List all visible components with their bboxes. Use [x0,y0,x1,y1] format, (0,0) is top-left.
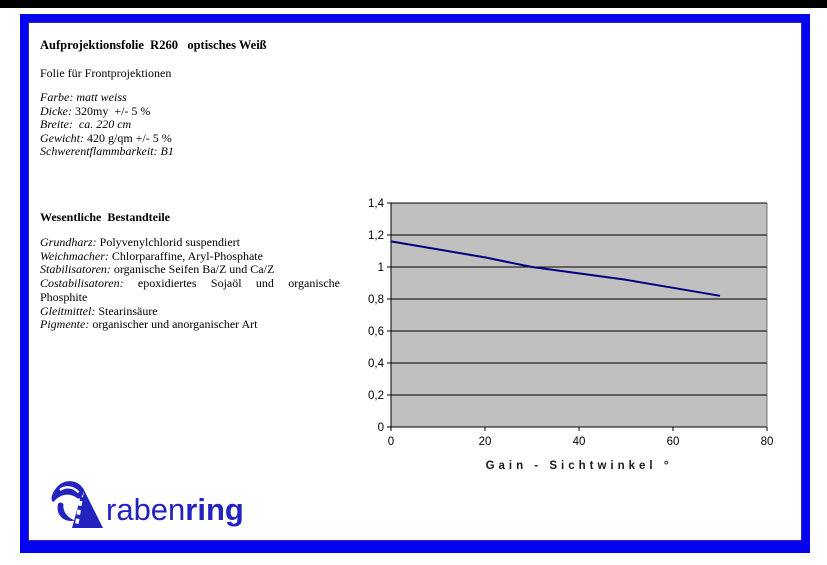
component-value: organischer und anorganischer Art [92,317,258,332]
svg-text:80: 80 [761,436,774,448]
svg-text:60: 60 [667,436,680,448]
svg-text:0: 0 [388,436,394,448]
svg-text:0,4: 0,4 [368,358,385,370]
spec-line: Schwerentflammbarkeit: B1 [40,144,174,159]
component-value: epoxidiertes Sojaöl und organische Phosp… [40,276,341,304]
spec-list: Farbe: matt weiss Dicke: 320my +/- 5 % B… [40,90,174,159]
component-value: Chlorparaffine, Aryl-Phosphate [111,248,263,263]
svg-text:1: 1 [378,262,384,274]
component-label: Costabilisatoren: [40,276,124,291]
svg-text:1,2: 1,2 [368,230,384,242]
component-line: Grundharz: Polyvenylchlorid suspendiert [40,235,340,250]
svg-text:20: 20 [479,436,492,448]
component-line: Pigmente: organischer und anorganischer … [40,317,340,332]
component-label: Grundharz: [40,235,97,249]
component-value: Stearinsäure [98,303,158,318]
product-subtitle: Folie für Frontprojektionen [40,66,172,80]
component-label: Gleitmittel: [40,303,96,318]
spec-line: Farbe: matt weiss [40,90,174,105]
spec-value: B1 [160,144,174,158]
component-value: organische Seifen Ba/Z und Ca/Z [113,262,275,277]
spec-value: ca. 220 cm [75,117,132,131]
svg-text:0: 0 [378,422,384,434]
svg-text:0,8: 0,8 [368,294,384,306]
component-label: Stabilisatoren: [40,262,111,277]
components-list: Grundharz: Polyvenylchlorid suspendiert … [40,235,341,332]
component-line: Gleitmittel: Stearinsäure [40,303,340,319]
svg-text:0,6: 0,6 [368,326,384,338]
rabenring-logo: rabenring [51,481,244,528]
spec-label: Dicke: [40,103,72,118]
svg-text:Gain - Sichtwinkel °: Gain - Sichtwinkel ° [486,460,673,472]
spec-line: Dicke: 320my +/- 5 % [40,103,174,119]
spec-label: Gewicht: [40,130,84,145]
component-label: Weichmacher: [40,248,109,263]
product-title: Aufprojektionsfolie R260 optisches Weiß [40,38,267,52]
spec-line: Breite: ca. 220 cm [40,117,174,132]
svg-text:40: 40 [573,436,586,448]
spec-value: 420 g/qm +/- 5 % [87,130,172,145]
spec-label: Breite: [40,117,73,131]
component-value: Polyvenylchlorid suspendiert [99,235,240,249]
spec-line: Gewicht: 420 g/qm +/- 5 % [40,130,174,146]
spec-value: 320my +/- 5 % [74,103,151,118]
raven-icon [51,481,103,528]
gain-chart: 0 0,2 0,4 0,6 0,8 1 1,2 1,4 0 20 40 60 80 Gain - Sich… [368,198,774,472]
component-label: Pigmente: [40,317,90,332]
svg-text:0,2: 0,2 [368,390,384,402]
component-line: Stabilisatoren: organische Seifen Ba/Z u… [40,263,340,277]
svg-text:1,4: 1,4 [368,198,385,210]
spec-value: matt weiss [76,90,127,104]
component-line: Costabilisatoren: epoxidiertes Sojaöl un… [40,276,341,304]
spec-label: Farbe: [40,90,74,104]
spec-label: Schwerentflammbarkeit: [40,144,158,158]
logo-text: rabenring [106,492,244,527]
component-line: Weichmacher: Chlorparaffine, Aryl-Phosph… [40,248,340,264]
document-page: Aufprojektionsfolie R260 optisches Weiß … [20,14,810,553]
top-bar [0,0,827,8]
components-heading: Wesentliche Bestandteile [40,210,170,224]
